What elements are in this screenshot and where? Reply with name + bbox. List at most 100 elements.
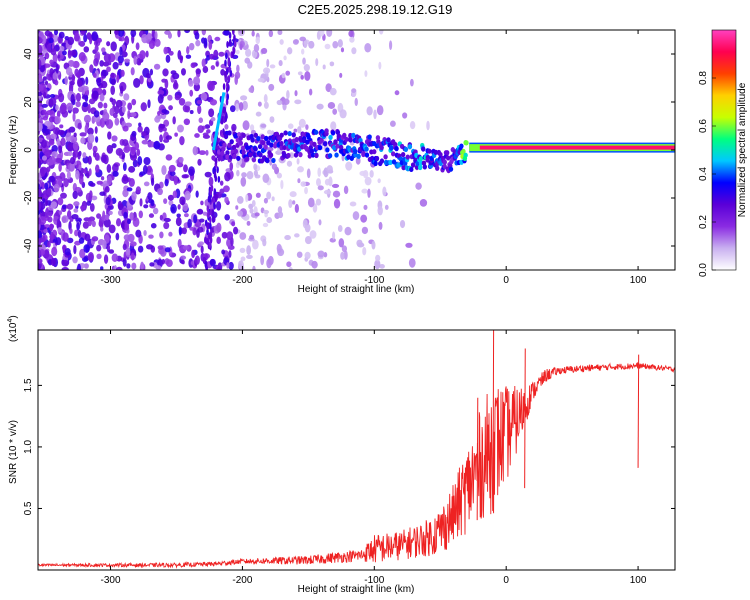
noise-blob — [224, 196, 229, 204]
noise-blob — [205, 149, 209, 156]
noise-blob — [168, 200, 174, 206]
noise-blob — [193, 76, 201, 86]
signal-blob — [425, 157, 430, 163]
noise-blob — [60, 192, 67, 199]
noise-blob — [73, 208, 79, 213]
noise-blob — [168, 231, 173, 237]
signal-blob — [231, 144, 237, 150]
x-tick-label: 100 — [630, 275, 647, 286]
colorbar-gradient — [711, 29, 737, 271]
colorbar-tick-label: 0.0 — [698, 263, 709, 277]
noise-blob — [99, 191, 106, 196]
noise-blob — [198, 150, 206, 156]
signal-blob — [251, 157, 257, 163]
noise-blob — [297, 166, 304, 173]
noise-blob — [131, 130, 137, 137]
noise-blob — [235, 49, 240, 55]
noise-blob — [161, 109, 168, 114]
noise-blob — [122, 243, 127, 251]
noise-blob — [195, 68, 202, 75]
snr-multiplier-close: ) — [8, 315, 19, 318]
noise-blob — [168, 164, 176, 173]
noise-streak — [213, 188, 217, 196]
noise-blob — [297, 71, 303, 76]
noise-blob — [139, 50, 146, 60]
noise-blob — [208, 40, 213, 50]
noise-blob — [316, 103, 324, 110]
snr-frame — [37, 329, 676, 571]
signal-blob — [279, 132, 284, 138]
noise-blob — [382, 186, 387, 197]
noise-blob — [84, 233, 91, 242]
noise-blob — [188, 42, 195, 51]
noise-blob — [341, 245, 348, 253]
noise-blob — [318, 219, 322, 226]
noise-blob — [89, 203, 95, 212]
noise-blob — [110, 78, 117, 86]
noise-blob — [283, 55, 287, 61]
noise-blob — [143, 156, 151, 166]
noise-blob — [419, 199, 428, 207]
signal-blob — [346, 154, 351, 160]
noise-blob — [284, 234, 291, 241]
signal-blob — [409, 166, 414, 173]
noise-blob — [107, 131, 112, 140]
noise-blob — [224, 124, 229, 130]
noise-blob — [38, 188, 42, 198]
noise-blob — [182, 202, 189, 212]
noise-blob — [262, 238, 267, 247]
noise-blob — [191, 249, 196, 259]
noise-blob — [124, 58, 131, 63]
noise-blob — [146, 165, 152, 173]
noise-streak — [215, 193, 218, 201]
noise-blob — [296, 251, 303, 258]
noise-blob — [103, 254, 109, 264]
noise-blob — [315, 198, 322, 206]
noise-blob — [91, 31, 98, 42]
signal-blob — [250, 137, 255, 143]
noise-blob — [186, 46, 190, 55]
noise-blob — [131, 98, 137, 106]
noise-blob — [244, 57, 251, 64]
signal-blob — [253, 132, 259, 138]
noise-blob — [42, 109, 47, 115]
noise-blob — [77, 86, 85, 93]
noise-blob — [96, 77, 102, 87]
x-tick-label: -200 — [232, 275, 252, 286]
noise-blob — [235, 205, 239, 210]
noise-blob — [304, 251, 311, 260]
noise-blob — [362, 170, 369, 179]
noise-blob — [137, 245, 144, 253]
noise-blob — [165, 54, 171, 63]
spectrogram-xlabel: Height of straight line (km) — [298, 284, 415, 295]
noise-streak — [204, 260, 208, 268]
noise-blob — [263, 94, 268, 103]
noise-blob — [216, 236, 221, 245]
noise-blob — [80, 205, 86, 210]
signal-blob — [364, 146, 369, 152]
noise-blob — [44, 120, 51, 127]
signal-streak — [211, 92, 226, 151]
signal-blob — [407, 144, 413, 150]
noise-blob — [58, 45, 65, 52]
noise-blob — [169, 170, 176, 177]
noise-blob — [62, 50, 67, 56]
noise-blob — [153, 63, 161, 70]
noise-blob — [246, 254, 253, 259]
noise-blob — [87, 103, 91, 114]
noise-blob — [115, 232, 120, 241]
noise-blob — [122, 162, 127, 172]
noise-blob — [99, 60, 105, 67]
noise-blob — [128, 166, 136, 173]
noise-blob — [415, 182, 422, 190]
noise-blob — [157, 89, 165, 96]
noise-blob — [302, 57, 306, 65]
noise-blob — [95, 164, 100, 173]
noise-blob — [126, 187, 133, 192]
signal-blob — [422, 164, 428, 170]
noise-blob — [210, 117, 216, 122]
noise-blob — [311, 260, 318, 269]
signal-blob — [386, 137, 391, 143]
noise-streak — [205, 253, 208, 261]
noise-blob — [269, 116, 275, 123]
